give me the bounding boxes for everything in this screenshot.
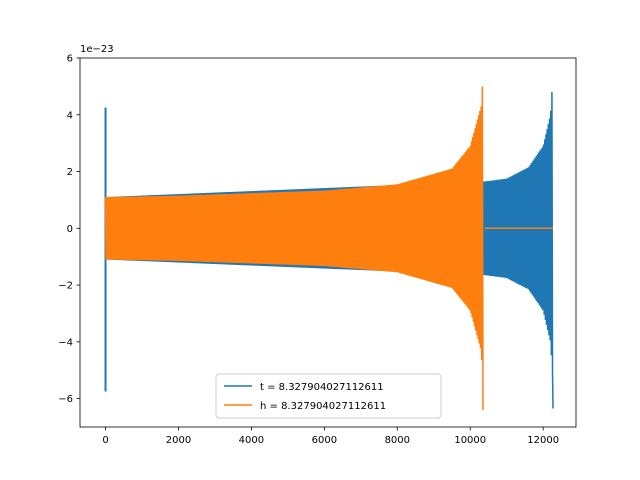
y-tick-label: 0: [67, 224, 73, 235]
x-tick-label: 8000: [385, 435, 410, 446]
axes-frame: [79, 57, 577, 428]
x-tick-label: 6000: [312, 435, 337, 446]
y-tick-label: 2: [67, 167, 73, 178]
y-tick-label: −2: [58, 281, 73, 292]
legend-label: h = 8.327904027112611: [260, 401, 386, 412]
y-tick-label: 6: [67, 54, 73, 65]
series-layer: [104, 86, 554, 410]
x-axis-ticks: 0 2000 4000 6000 8000 10000 12000: [102, 427, 559, 446]
x-tick-label: 12000: [527, 435, 559, 446]
y-offset-label: 1e−23: [80, 44, 114, 55]
y-tick-label: −4: [58, 337, 73, 348]
legend-label: t = 8.327904027112611: [260, 382, 384, 393]
legend: t = 8.327904027112611 h = 8.3279040271126…: [215, 373, 442, 419]
y-tick-label: −6: [58, 394, 73, 405]
legend-box: [215, 373, 442, 419]
x-tick-label: 0: [102, 435, 108, 446]
y-tick-label: 4: [67, 110, 73, 121]
x-tick-label: 2000: [166, 435, 191, 446]
y-axis-ticks: −6 −4 −2 0 2 4 6: [58, 54, 80, 405]
x-tick-label: 10000: [454, 435, 486, 446]
x-tick-label: 4000: [239, 435, 264, 446]
series-h-line: [104, 86, 484, 410]
